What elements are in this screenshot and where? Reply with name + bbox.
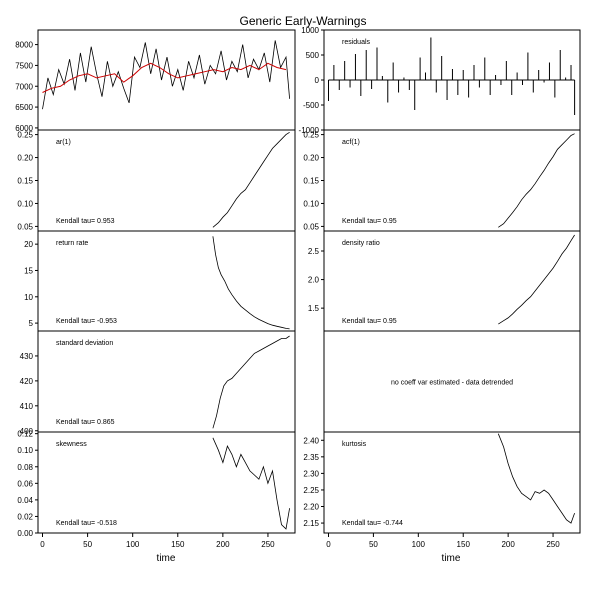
kendall-tau: Kendall tau= -0.744 <box>342 520 403 527</box>
y-tick-label: 1000 <box>301 26 319 35</box>
y-tick-label: 0.10 <box>303 199 319 208</box>
y-tick-label: 7500 <box>15 61 33 70</box>
y-tick-label: 15 <box>24 266 33 275</box>
x-tick-label: 150 <box>171 540 185 549</box>
panel-acf1: 0.05 0.10 0.15 0.20 0.25 acf(1) Kendall tau= 0… <box>303 129 581 232</box>
figure-title: Generic Early-Warnings <box>240 14 367 28</box>
panel-raw: 6000 6500 7000 7500 8000 <box>15 29 296 133</box>
kendall-tau: Kendall tau= 0.95 <box>342 218 397 225</box>
y-tick-label: 6000 <box>15 124 33 133</box>
panel-label: skewness <box>56 441 87 448</box>
panel-standard-deviation: 400 410 420 430 standard deviation Kendall ta… <box>20 330 296 436</box>
panel-label: density ratio <box>342 240 380 247</box>
y-tick-label: -1000 <box>299 126 320 135</box>
panel-message: no coeff var estimated - data detrended <box>391 380 513 387</box>
x-tick-label: 200 <box>501 540 515 549</box>
y-tick-label: 2.25 <box>303 486 319 495</box>
y-tick-label: 0.02 <box>17 512 33 521</box>
y-tick-label: 2.30 <box>303 469 319 478</box>
series-line <box>212 236 290 330</box>
y-tick-label: 0.15 <box>17 177 33 186</box>
panel-frame <box>37 129 296 232</box>
y-tick-label: 0 <box>315 76 320 85</box>
panel-frame <box>323 129 581 232</box>
y-tick-label: 0.10 <box>17 446 33 455</box>
kendall-tau: Kendall tau= 0.953 <box>56 218 115 225</box>
x-tick-label: 0 <box>326 540 331 549</box>
series-line <box>498 133 575 228</box>
y-tick-label: 0.05 <box>17 222 33 231</box>
y-tick-label: -500 <box>303 101 320 110</box>
y-tick-label: 0.20 <box>303 154 319 163</box>
panel-label: residuals <box>342 39 371 46</box>
y-tick-label: 0.25 <box>17 131 33 140</box>
smoothed-line <box>42 62 287 93</box>
y-tick-label: 0.12 <box>17 430 33 439</box>
series-line <box>42 40 290 110</box>
y-tick-label: 2.0 <box>308 276 320 285</box>
panel-coeff-var: no coeff var estimated - data detrended <box>323 330 581 433</box>
panel-label: acf(1) <box>342 139 360 146</box>
panel-density-ratio: 1.5 2.0 2.5 density ratio Kendall tau= 0.95 <box>308 230 581 332</box>
y-tick-label: 2.40 <box>303 436 319 445</box>
y-tick-label: 20 <box>24 240 33 249</box>
y-tick-label: 8000 <box>15 41 33 50</box>
panel-residuals: -1000 -500 0 500 1000 residuals <box>299 26 581 135</box>
x-tick-label: 50 <box>83 540 92 549</box>
y-tick-label: 6500 <box>15 103 33 112</box>
kendall-tau: Kendall tau= -0.518 <box>56 520 117 527</box>
panel-label: ar(1) <box>56 139 71 146</box>
panel-frame <box>37 431 296 534</box>
x-tick-label: 50 <box>369 540 378 549</box>
x-tick-label: 200 <box>216 540 230 549</box>
y-tick-label: 5 <box>29 319 34 328</box>
x-tick-label: 0 <box>40 540 45 549</box>
series-line <box>212 437 290 530</box>
y-tick-label: 400 <box>20 427 34 436</box>
series-line <box>497 433 575 524</box>
panel-skewness: 0.00 0.02 0.04 0.06 0.08 0.10 0.12 skewness Kend… <box>17 430 296 549</box>
y-tick-label: 2.35 <box>303 453 319 462</box>
y-tick-label: 0.08 <box>17 463 33 472</box>
y-tick-label: 0.25 <box>303 131 319 140</box>
kendall-tau: Kendall tau= 0.865 <box>56 419 115 426</box>
panel-label: kurtosis <box>342 441 367 448</box>
kendall-tau: Kendall tau= -0.953 <box>56 318 117 325</box>
y-tick-label: 1.5 <box>308 304 320 313</box>
y-tick-label: 500 <box>306 51 320 60</box>
y-tick-label: 410 <box>20 402 34 411</box>
x-axis-label-right: time <box>442 553 461 564</box>
y-tick-label: 2.20 <box>303 503 319 512</box>
y-tick-label: 10 <box>24 293 33 302</box>
kendall-tau: Kendall tau= 0.95 <box>342 318 397 325</box>
x-tick-label: 150 <box>457 540 471 549</box>
panel-label: return rate <box>56 240 88 247</box>
x-tick-label: 250 <box>261 540 275 549</box>
panel-label: standard deviation <box>56 340 113 347</box>
x-tick-label: 100 <box>126 540 140 549</box>
y-tick-label: 0.10 <box>17 199 33 208</box>
y-tick-label: 7000 <box>15 82 33 91</box>
x-tick-label: 100 <box>412 540 426 549</box>
y-tick-label: 420 <box>20 377 34 386</box>
y-tick-label: 430 <box>20 352 34 361</box>
y-tick-label: 2.5 <box>308 247 320 256</box>
series-line <box>498 234 575 325</box>
panel-ar1: 0.05 0.10 0.15 0.20 0.25 ar(1) Kendall tau= 0.… <box>17 129 296 232</box>
y-tick-label: 0.06 <box>17 479 33 488</box>
y-tick-label: 0.15 <box>303 177 319 186</box>
panel-kurtosis: 2.15 2.20 2.25 2.30 2.35 2.40 kurtosis Kendall … <box>303 431 581 549</box>
x-axis-label-left: time <box>157 553 176 564</box>
panel-return-rate: 5 10 15 20 return rate Kendall tau= -0.953 <box>24 230 296 332</box>
y-tick-label: 0.05 <box>303 222 319 231</box>
y-tick-label: 0.20 <box>17 154 33 163</box>
y-tick-label: 2.15 <box>303 519 319 528</box>
panel-frame <box>323 431 581 534</box>
series-line <box>212 335 290 429</box>
y-tick-label: 0.00 <box>17 529 33 538</box>
series-line <box>212 131 290 228</box>
y-tick-label: 0.04 <box>17 496 33 505</box>
x-tick-label: 250 <box>546 540 560 549</box>
